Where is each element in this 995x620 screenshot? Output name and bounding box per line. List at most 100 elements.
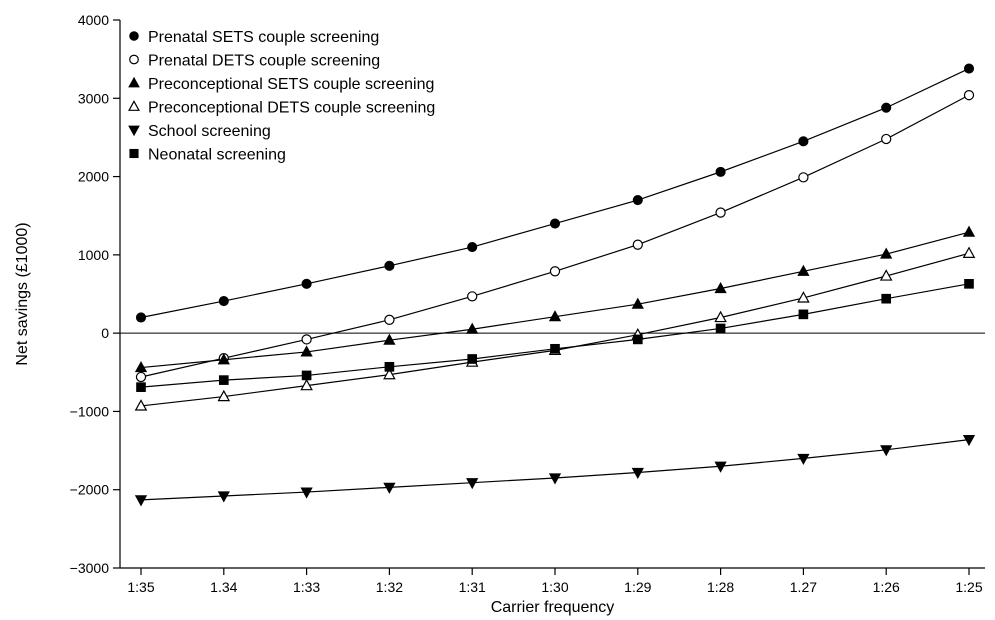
y-tick-label: −1000 (70, 403, 110, 419)
data-point (383, 482, 396, 494)
legend-item: Neonatal screening (129, 147, 286, 164)
data-point (963, 89, 975, 101)
legend-item: Prenatal DETS couple screening (129, 53, 380, 70)
data-point (134, 399, 148, 411)
data-point (964, 279, 974, 289)
data-point (384, 361, 395, 372)
data-point (797, 453, 810, 465)
data-point (134, 361, 148, 373)
data-point (384, 260, 395, 271)
series-2 (135, 89, 975, 383)
x-tick-label: 1:28 (707, 579, 734, 595)
data-point (466, 478, 479, 490)
legend-marker (128, 76, 140, 88)
data-point (467, 354, 478, 364)
series-line (140, 439, 970, 501)
y-tick-label: 4000 (78, 12, 109, 28)
series-6 (136, 279, 974, 392)
data-point (550, 343, 560, 354)
data-point (301, 278, 312, 289)
data-point (217, 491, 230, 503)
data-point (300, 378, 313, 391)
legend-marker (129, 31, 139, 41)
y-axis-title: Net savings (£1000) (14, 222, 31, 365)
data-point (466, 322, 479, 334)
x-tick-label: 1.34 (210, 579, 237, 595)
data-point (715, 323, 726, 334)
x-tick-label: 1:33 (293, 579, 320, 595)
legend-item: Preconceptional SETS couple screening (128, 76, 434, 93)
data-point (631, 297, 644, 309)
data-point (881, 293, 892, 304)
y-tick-label: 2000 (78, 169, 109, 185)
data-point (632, 239, 643, 250)
x-tick-label: 1:25 (955, 579, 982, 595)
legend-marker (129, 54, 139, 65)
y-tick-label: 1000 (78, 247, 109, 263)
legend-marker (128, 100, 140, 111)
data-point (880, 247, 893, 259)
data-point (467, 291, 478, 302)
data-point (714, 310, 727, 323)
data-point (631, 467, 644, 480)
legend-marker (129, 148, 139, 159)
data-point (217, 353, 230, 365)
data-point (715, 207, 726, 218)
legend-marker (128, 125, 140, 137)
data-point (218, 375, 229, 385)
legend-label: Preconceptional DETS couple screening (148, 100, 435, 117)
data-point (300, 345, 313, 357)
data-point (714, 281, 727, 294)
data-point (384, 314, 395, 325)
y-tick-label: −2000 (70, 482, 110, 498)
legend-label: Preconceptional SETS couple screening (148, 76, 434, 93)
legend-label: Prenatal SETS couple screening (148, 29, 379, 46)
y-tick-label: 0 (101, 325, 109, 341)
x-tick-label: 1:30 (541, 579, 568, 595)
x-tick-label: 1:29 (624, 579, 651, 595)
series-3 (134, 225, 976, 373)
data-point (715, 166, 726, 177)
data-point (467, 241, 478, 253)
data-point (135, 371, 147, 383)
y-tick-label: −3000 (70, 560, 110, 576)
axes: −3000 −2000 −1000 0 1000 2000 3000 4000 1:35 1.34… (70, 12, 985, 595)
data-point (301, 334, 312, 345)
data-point (549, 266, 561, 277)
legend-item: Prenatal SETS couple screening (129, 29, 379, 46)
data-point (962, 225, 976, 237)
data-point (963, 63, 975, 74)
data-point (632, 194, 643, 206)
data-point (383, 367, 396, 380)
data-point (383, 333, 396, 345)
data-point (136, 382, 146, 392)
legend-label: School screening (148, 123, 271, 140)
data-point (301, 370, 312, 381)
x-tick-label: 1:32 (376, 579, 403, 595)
series-1 (135, 63, 975, 323)
series-5 (134, 435, 976, 507)
data-point (798, 172, 809, 183)
data-point (798, 309, 809, 320)
data-point (548, 473, 562, 485)
data-point (549, 218, 561, 229)
data-point (798, 136, 809, 147)
data-point (632, 334, 643, 345)
data-point (879, 269, 893, 281)
legend-item: Preconceptional DETS couple screening (128, 100, 435, 117)
data-point (881, 133, 892, 145)
legend-item: School screening (128, 123, 271, 140)
data-point (714, 461, 727, 473)
legend-label: Neonatal screening (148, 147, 286, 164)
data-point (962, 435, 976, 447)
x-tick-label: 1:31 (459, 579, 486, 595)
data-point (797, 291, 810, 303)
x-tick-label: 1:26 (873, 579, 900, 595)
data-point (135, 312, 147, 323)
data-point (797, 264, 810, 276)
y-tick-label: 3000 (78, 90, 109, 106)
data-point (300, 487, 313, 499)
x-tick-label: 1:35 (127, 579, 154, 595)
legend: Prenatal SETS couple screening Prenatal D… (128, 29, 435, 164)
